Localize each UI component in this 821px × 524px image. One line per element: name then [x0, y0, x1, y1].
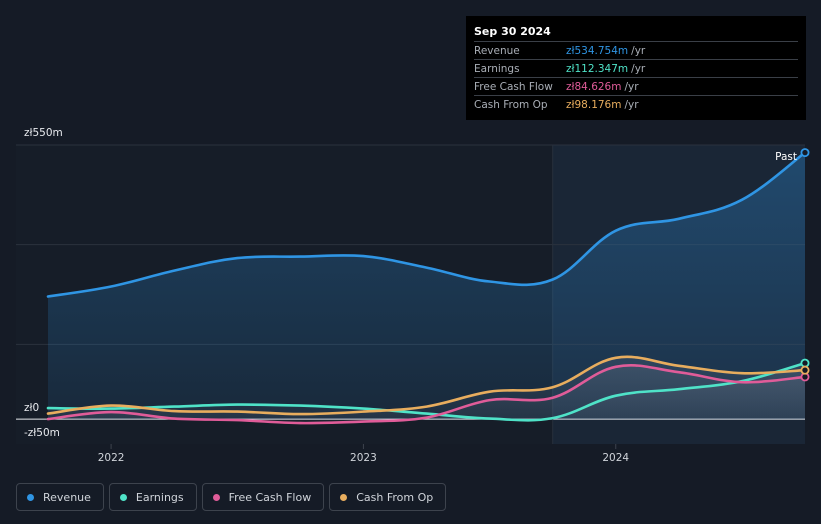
tooltip-label: Cash From Op	[474, 98, 548, 111]
tooltip-date: Sep 30 2024	[474, 25, 551, 38]
tooltip-row-earnings: Earnings zł112.347m /yr	[474, 59, 798, 77]
revenue-end-marker	[800, 148, 810, 158]
cash-from-op-end-marker	[800, 365, 810, 375]
chart-legend: Revenue Earnings Free Cash Flow Cash Fro…	[16, 483, 447, 511]
x-tick-label: 2023	[350, 452, 377, 464]
free-cash-flow-line	[46, 364, 807, 425]
legend-label: Revenue	[43, 490, 91, 504]
cash-from-op-area	[48, 356, 805, 420]
tooltip-value: zł84.626m	[566, 80, 622, 93]
revenue-area	[48, 152, 805, 420]
tooltip-label: Free Cash Flow	[474, 80, 553, 93]
legend-dot-icon	[340, 493, 348, 501]
tooltip-row-free-cash-flow: Free Cash Flow zł84.626m /yr	[474, 77, 798, 95]
tooltip-label: Revenue	[474, 44, 520, 57]
tooltip-label: Earnings	[474, 62, 520, 75]
legend-label: Earnings	[135, 490, 184, 504]
tooltip-unit: /yr	[631, 62, 646, 75]
tooltip-value: zł534.754m	[566, 44, 629, 57]
x-tick-label: 2022	[98, 452, 125, 464]
legend-item-earnings[interactable]: Earnings	[108, 483, 197, 511]
tooltip-panel: Sep 30 2024 Revenue zł534.754m /yr Earni…	[466, 16, 806, 120]
y-tick-label: zł0	[24, 402, 39, 414]
legend-label: Free Cash Flow	[228, 490, 312, 504]
legend-item-cash-from-op[interactable]: Cash From Op	[329, 483, 447, 511]
past-label: Past	[775, 151, 797, 163]
x-tick-label: 2024	[602, 452, 629, 464]
tooltip-unit: /yr	[631, 44, 646, 57]
earnings-line	[46, 361, 807, 422]
tooltip-value: zł112.347m	[566, 62, 629, 75]
tooltip-row-revenue: Revenue zł534.754m /yr	[474, 41, 798, 59]
tooltip-unit: /yr	[624, 98, 639, 111]
legend-item-free-cash-flow[interactable]: Free Cash Flow	[201, 483, 325, 511]
cash-from-op-line	[46, 355, 807, 416]
tooltip-row-cash-from-op: Cash From Op zł98.176m /yr	[474, 95, 798, 113]
legend-dot-icon	[27, 493, 34, 501]
legend-dot-icon	[119, 493, 127, 501]
y-tick-label: zł550m	[24, 127, 63, 139]
earnings-end-marker	[800, 358, 810, 368]
revenue-line	[46, 151, 807, 298]
tooltip-value: zł98.176m	[566, 98, 622, 111]
legend-item-revenue[interactable]: Revenue	[16, 483, 104, 511]
legend-dot-icon	[212, 493, 220, 501]
tooltip-unit: /yr	[624, 80, 639, 93]
y-tick-label: -zł50m	[24, 427, 60, 439]
legend-label: Cash From Op	[356, 490, 434, 504]
